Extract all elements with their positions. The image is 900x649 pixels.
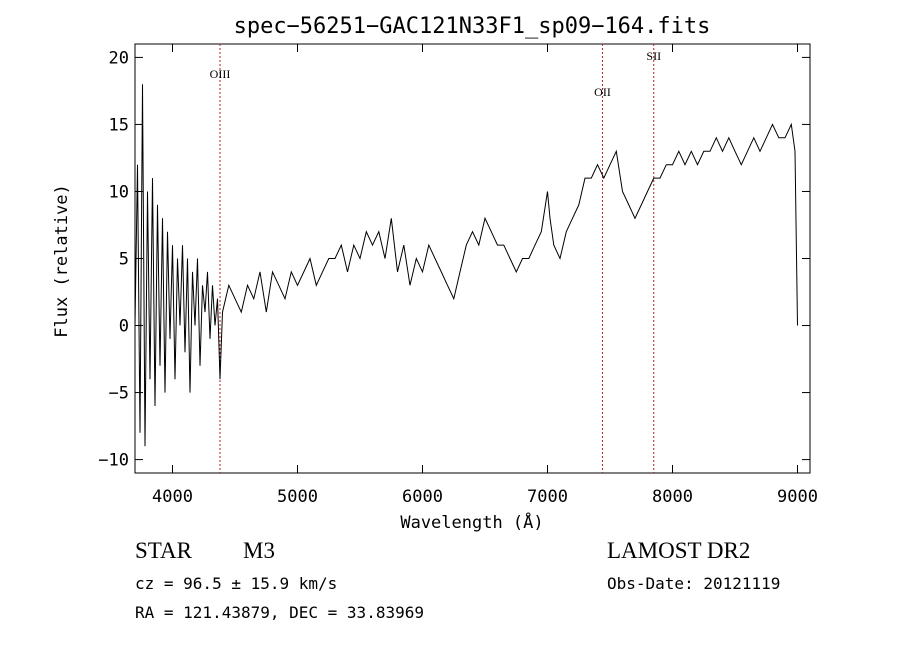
redshift-cz: cz = 96.5 ± 15.9 km/s: [135, 574, 338, 593]
chart-title: spec−56251−GAC121N33F1_sp09−164.fits: [234, 14, 711, 39]
x-tick-label: 6000: [402, 487, 443, 507]
line-markers: OIII OII SII: [210, 44, 661, 473]
x-tick-label: 9000: [777, 487, 818, 507]
y-tick-label: −10: [98, 451, 129, 471]
line-marker-label: SII: [646, 49, 661, 63]
y-tick-label: −5: [109, 384, 129, 404]
object-class: STAR: [135, 538, 192, 563]
line-marker-label: OII: [594, 85, 611, 99]
x-tick-label: 4000: [152, 487, 193, 507]
coordinates: RA = 121.43879, DEC = 33.83969: [135, 603, 424, 622]
plot-frame: [134, 43, 811, 474]
y-tick-label: 10: [109, 182, 129, 202]
spectrum-line: [134, 84, 798, 447]
object-subclass: M3: [243, 538, 275, 563]
axis-ticks: 4000 5000 6000 7000 8000 9000 −10 −5 0 5 10 15 20: [98, 44, 818, 507]
y-tick-label: 15: [109, 115, 129, 135]
spectrum-series: [134, 84, 798, 447]
y-tick-label: 20: [109, 48, 129, 68]
x-tick-label: 5000: [277, 487, 318, 507]
x-tick-label: 7000: [527, 487, 568, 507]
y-tick-label: 5: [119, 250, 129, 270]
survey-name: LAMOST DR2: [607, 538, 751, 563]
x-tick-label: 8000: [652, 487, 693, 507]
y-axis-label: Flux (relative): [52, 184, 72, 338]
y-tick-label: 0: [119, 317, 129, 337]
x-axis-label: Wavelength (Å): [400, 511, 543, 533]
line-marker-label: OIII: [210, 67, 231, 81]
observation-date: Obs-Date: 20121119: [607, 574, 781, 593]
